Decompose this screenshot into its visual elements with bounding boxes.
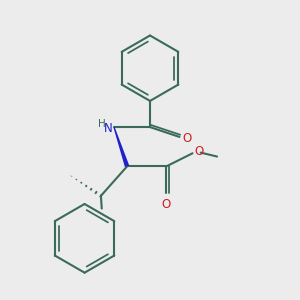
Text: N: N	[103, 122, 112, 135]
Text: O: O	[194, 145, 204, 158]
Polygon shape	[113, 127, 129, 167]
Text: H: H	[98, 119, 106, 129]
Text: O: O	[162, 198, 171, 212]
Text: O: O	[183, 132, 192, 145]
